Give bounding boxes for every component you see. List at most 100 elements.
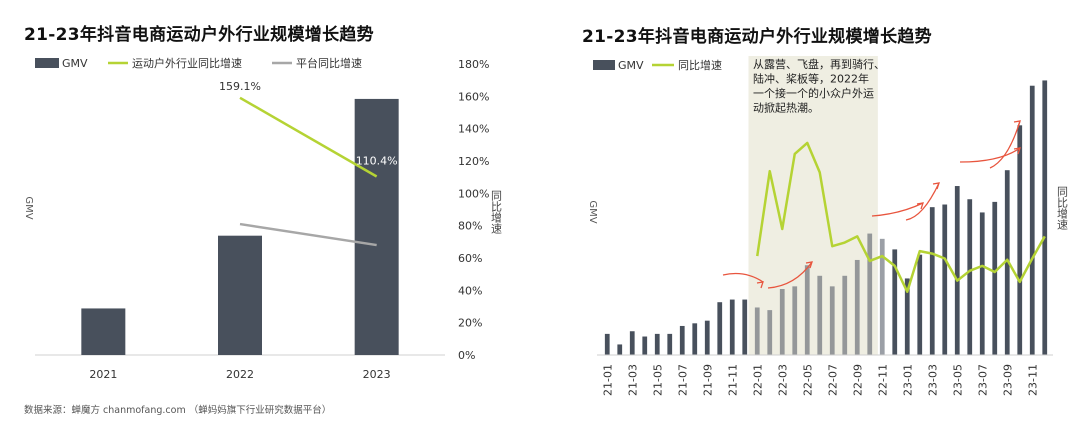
trend-arrow [767, 261, 813, 289]
x-tick-label: 23-09 [1001, 364, 1014, 396]
bar-gmv-23-05 [954, 186, 960, 355]
y-axis-title: GMV [23, 196, 34, 219]
bar-gmv-21-03 [629, 331, 635, 355]
x-tick-label: 21-09 [701, 364, 714, 396]
bar-gmv-23-01 [904, 278, 910, 355]
x-tick-label: 2021 [89, 368, 117, 381]
y2-tick-label: 140% [458, 123, 489, 136]
x-tick-label: 21-11 [726, 364, 739, 396]
y2-tick-label: 180% [458, 58, 489, 71]
data-label-2022: 159.1% [219, 80, 261, 93]
bar-gmv-22-10 [867, 233, 873, 355]
bar-gmv-22-04 [792, 286, 798, 355]
trend-arrow [871, 202, 924, 217]
y2-tick-label: 60% [458, 252, 482, 265]
y2-tick-label: 100% [458, 187, 489, 200]
bar-gmv-23-08 [992, 201, 998, 355]
left-chart: GMV 运动户外行业同比增速 平台同比增速 2021 2022 2023 159.1% 110… [23, 56, 503, 381]
x-tick-label: 23-07 [976, 364, 989, 396]
bar-gmv-22-12 [892, 249, 898, 355]
trend-arrow-head [932, 182, 940, 190]
line-platform-growth [239, 222, 377, 247]
bar-gmv-2023 [354, 98, 399, 356]
legend-label-growth: 同比增速 [678, 58, 722, 72]
x-tick-label: 2022 [226, 368, 254, 381]
trend-arrow [722, 272, 764, 283]
x-tick-label: 23-03 [926, 364, 939, 396]
bar-gmv-23-12 [1042, 80, 1048, 355]
bar-gmv-21-05 [654, 333, 660, 355]
bar-gmv-22-09 [854, 259, 860, 355]
x-tick-label: 21-05 [651, 364, 664, 396]
left-chart-title: 21-23年抖音电商运动户外行业规模增长趋势 [24, 25, 374, 45]
annotation-text-line: 动掀起热潮。 [753, 101, 819, 115]
x-tick-label: 2023 [363, 368, 391, 381]
bar-gmv-21-02 [617, 344, 623, 355]
legend-label-platform: 平台同比增速 [296, 56, 362, 70]
trend-arrow-head [756, 281, 764, 289]
x-tick-label: 22-09 [851, 364, 864, 396]
legend-label-gmv: GMV [618, 59, 644, 72]
bar-gmv-22-03 [779, 289, 785, 355]
line-industry-growth [239, 96, 378, 178]
right-chart-title: 21-23年抖音电商运动户外行业规模增长趋势 [582, 27, 932, 47]
annotation-text-line: 陆冲、桨板等，2022年 [753, 72, 869, 86]
x-tick-label: 23-01 [901, 364, 914, 396]
data-label-2023: 110.4% [356, 155, 398, 168]
bar-gmv-23-10 [1017, 125, 1023, 355]
y-axis-title: GMV [587, 200, 598, 223]
y2-tick-label: 120% [458, 155, 489, 168]
trend-arrow [989, 120, 1021, 169]
bar-gmv-21-11 [729, 299, 735, 355]
bar-gmv-21-01 [604, 333, 610, 355]
bar-gmv-2021 [81, 308, 126, 355]
x-tick-label: 21-03 [626, 364, 639, 396]
right-chart: GMV 同比增速 21-01 21-03 21-05 21-07 21-09 21-11 22-… [587, 56, 1069, 396]
line-growth [756, 141, 1046, 293]
bar-gmv-23-07 [979, 212, 985, 355]
source-note: 数据来源：蝉魔方 chanmofang.com （蝉妈妈旗下行业研究数据平台） [24, 405, 332, 416]
trend-arrow-head [1013, 120, 1021, 128]
trend-arrow-head [916, 202, 924, 210]
x-tick-label: 22-07 [826, 364, 839, 396]
x-tick-label: 22-03 [776, 364, 789, 396]
legend-label-gmv: GMV [62, 57, 88, 70]
bar-gmv-22-01 [754, 307, 760, 355]
x-tick-label: 22-05 [801, 364, 814, 396]
trend-arrow-head [1013, 147, 1021, 155]
bar-gmv-21-09 [704, 320, 710, 355]
annotation-text-line: 一个接一个的小众户外运 [753, 86, 874, 100]
bar-gmv-23-04 [942, 204, 948, 355]
bar-gmv-23-02 [917, 254, 923, 355]
trend-arrow-head [805, 261, 813, 269]
bar-gmv-22-07 [829, 286, 835, 355]
bar-gmv-2022 [218, 235, 262, 355]
y2-axis-title: 同比增速 [490, 190, 503, 234]
bar-gmv-21-10 [717, 302, 723, 355]
bar-gmv-21-08 [692, 323, 698, 355]
bar-gmv-22-11 [879, 238, 885, 355]
bar-gmv-22-08 [842, 275, 848, 355]
legend-label-industry: 运动户外行业同比增速 [132, 56, 242, 70]
bar-gmv-23-03 [929, 207, 935, 355]
bar-gmv-21-07 [679, 325, 685, 355]
legend-swatch-gmv [35, 58, 59, 68]
x-tick-label: 22-11 [876, 364, 889, 396]
bar-gmv-21-06 [667, 333, 673, 355]
legend-swatch-gmv [593, 60, 615, 70]
bar-gmv-21-04 [642, 336, 648, 355]
y2-tick-label: 40% [458, 284, 482, 297]
x-tick-label: 21-01 [601, 364, 614, 396]
bar-gmv-22-06 [817, 275, 823, 355]
y2-tick-label: 160% [458, 90, 489, 103]
bar-gmv-21-12 [742, 299, 748, 355]
x-tick-label: 22-01 [751, 364, 764, 396]
x-tick-label: 21-07 [676, 364, 689, 396]
bar-gmv-23-11 [1029, 85, 1035, 355]
bar-gmv-22-02 [767, 310, 773, 355]
y2-tick-label: 80% [458, 220, 482, 233]
trend-arrow [959, 147, 1021, 163]
bar-gmv-22-05 [804, 265, 810, 355]
x-tick-label: 23-05 [951, 364, 964, 396]
y2-tick-label: 0% [458, 349, 475, 362]
